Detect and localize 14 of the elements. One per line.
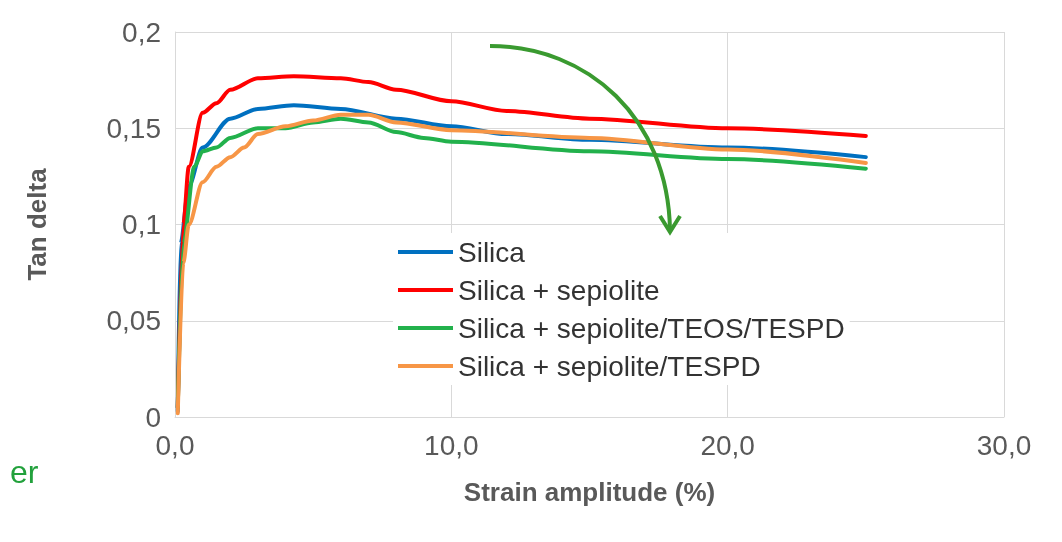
y-tick-label: 0,05	[106, 305, 161, 337]
legend-label: Silica + sepiolite/TEOS/TESPD	[458, 312, 845, 344]
legend-label: Silica	[458, 236, 526, 268]
y-axis-title: Tan delta	[22, 167, 52, 281]
x-axis-title: Strain amplitude (%)	[463, 477, 716, 507]
legend-label: Silica + sepiolite	[458, 274, 660, 306]
x-tick-label: 30,0	[976, 429, 1032, 461]
y-tick-label: 0,15	[106, 112, 161, 144]
legend-label: Silica + sepiolite/TESPD	[458, 350, 761, 382]
text: er	[10, 454, 39, 490]
y-tick-label: 0,1	[122, 209, 161, 240]
x-tick-label: 10,0	[424, 429, 479, 461]
x-tick-label: 20,0	[700, 429, 755, 461]
y-tick-label: 0,2	[122, 16, 161, 48]
